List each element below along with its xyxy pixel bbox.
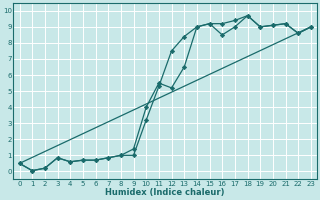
X-axis label: Humidex (Indice chaleur): Humidex (Indice chaleur) — [106, 188, 225, 197]
